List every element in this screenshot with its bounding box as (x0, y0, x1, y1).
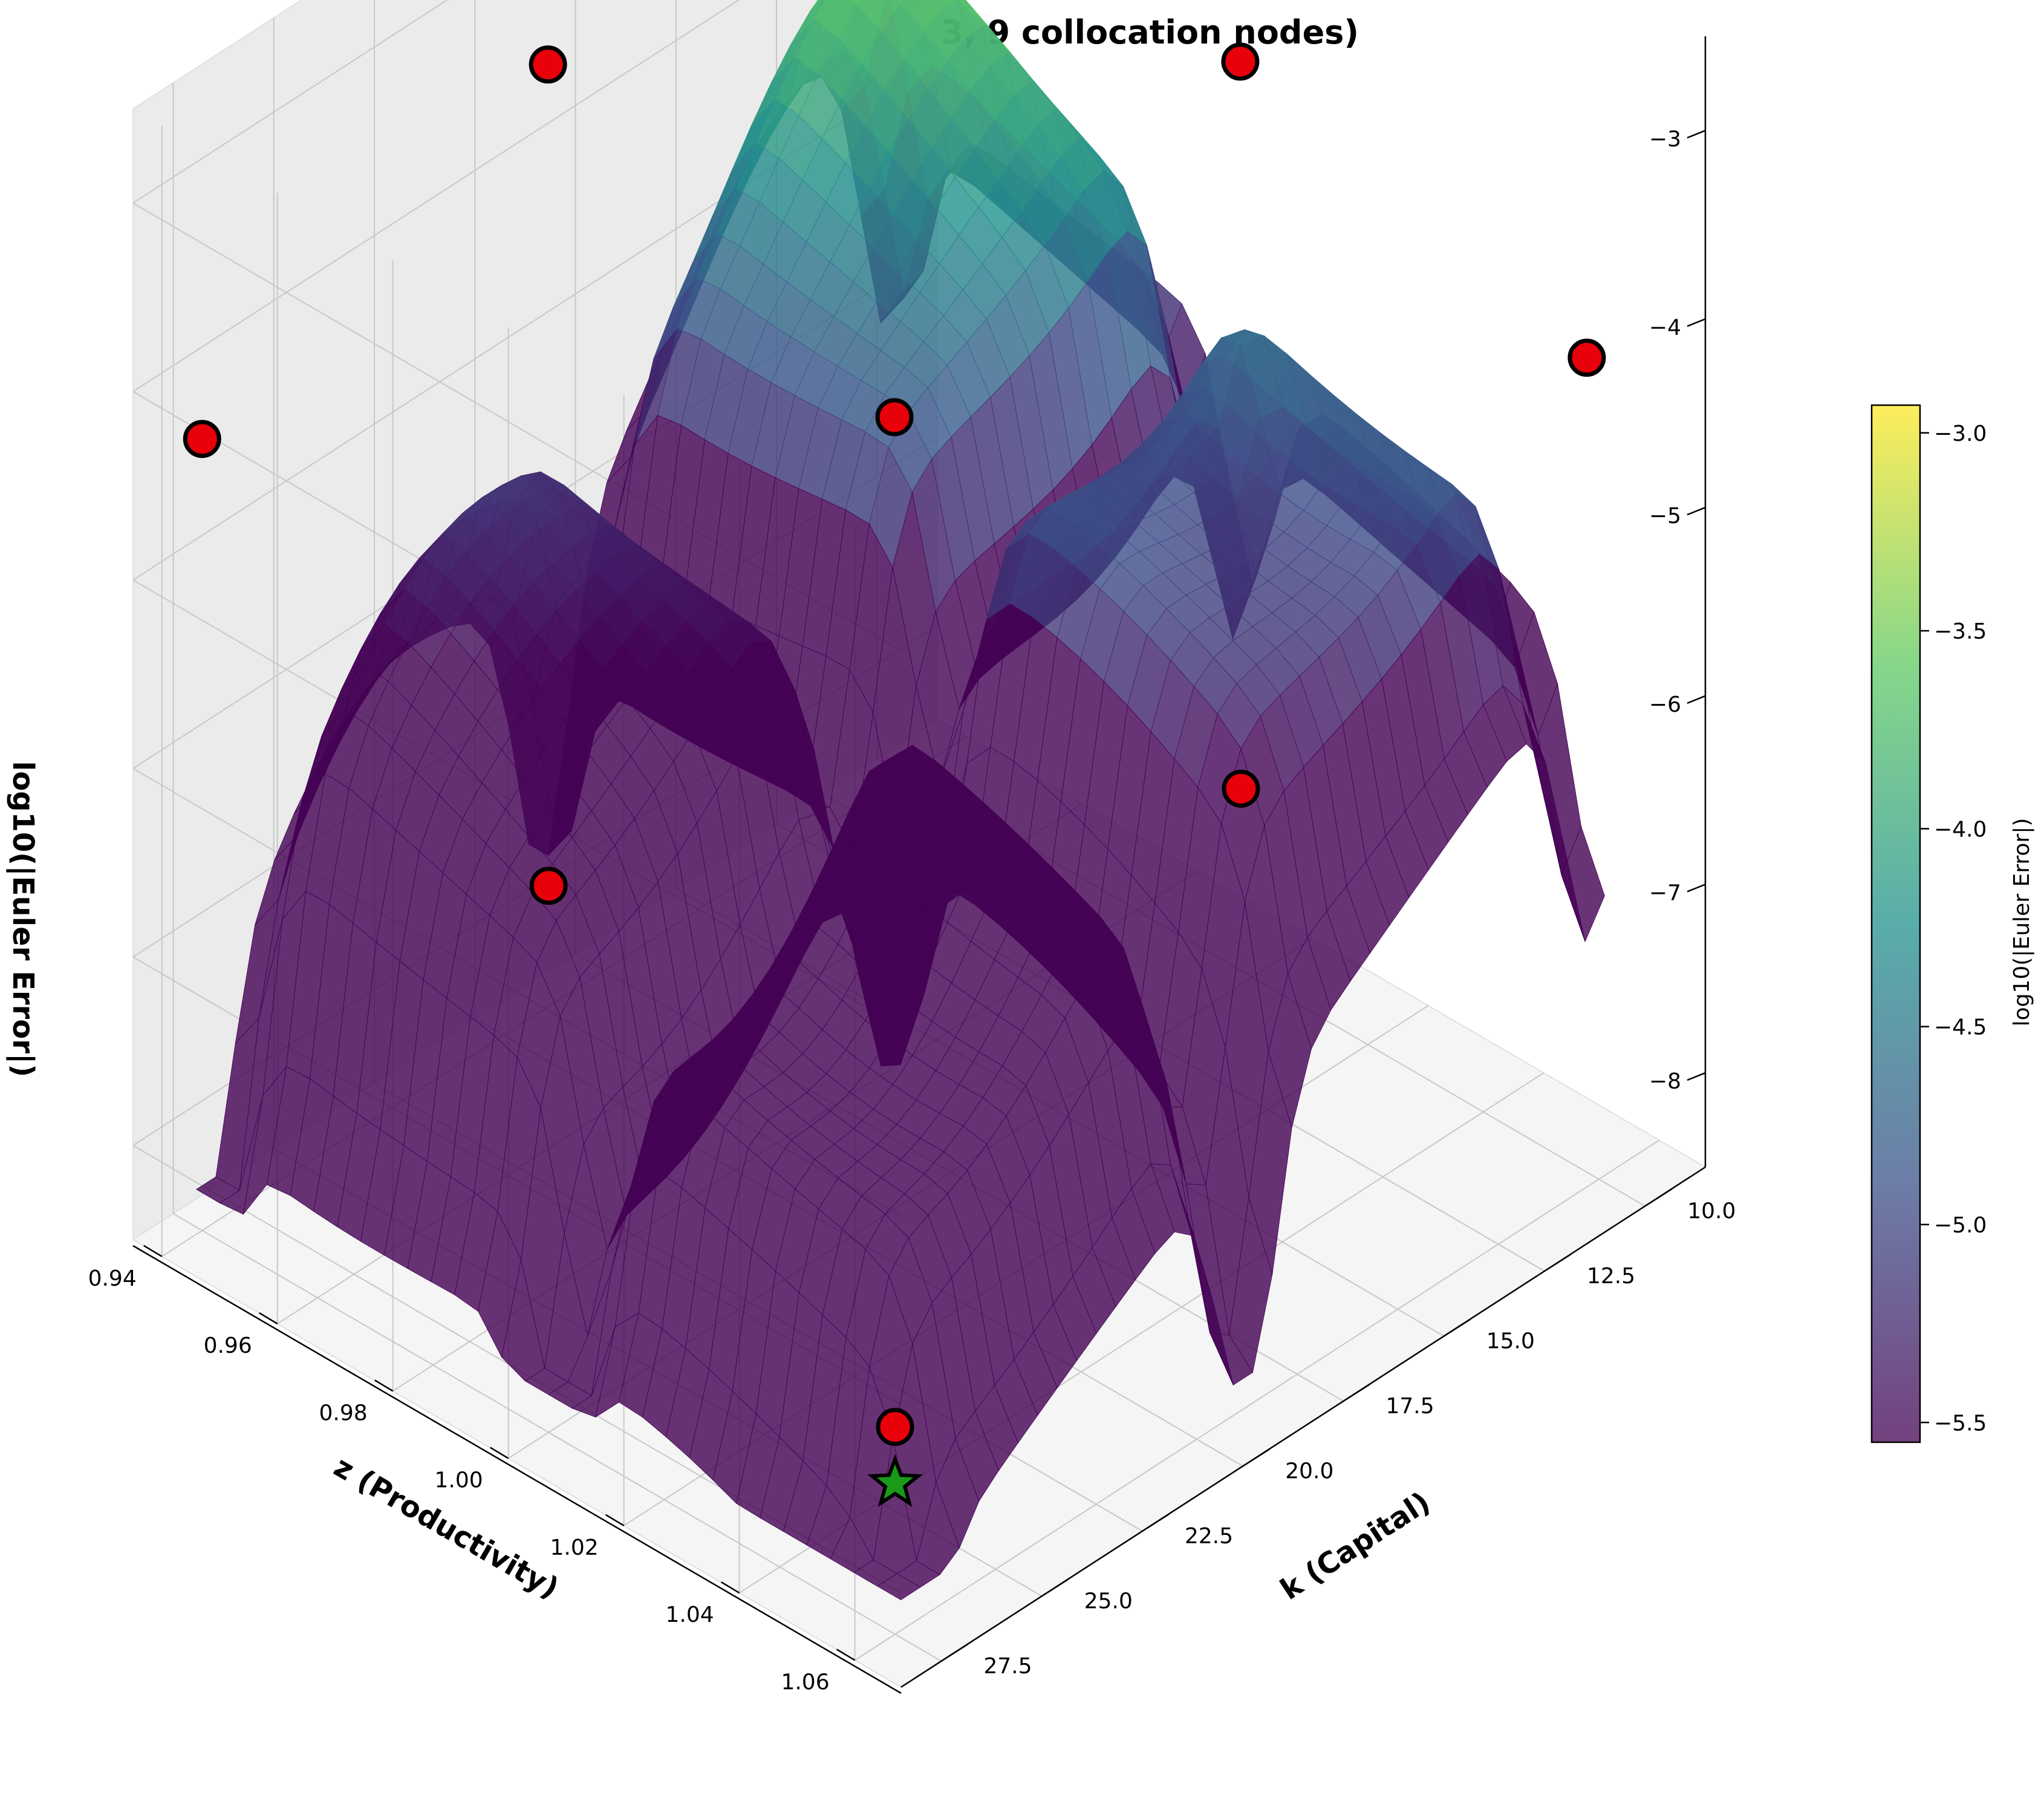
error-ticks: −3 −4 −5 −6 −7 −8 (1649, 127, 1706, 1094)
k-tick-label: 15.0 (1486, 1329, 1535, 1354)
k-axis-line (900, 1166, 1706, 1688)
error-tick-mark (1687, 318, 1706, 327)
z-tick-label: 1.00 (435, 1468, 483, 1493)
axes-lines (132, 36, 1707, 1694)
surface-patch (877, 1573, 921, 1601)
z-tick-label: 0.98 (319, 1401, 368, 1425)
error-tick-label: −3 (1649, 127, 1681, 152)
z-axis-line (132, 1245, 902, 1694)
k-tick-label: 20.0 (1285, 1459, 1333, 1484)
colorbar-tick-label: −5.0 (1934, 1213, 1987, 1238)
error-tick-label: −4 (1649, 316, 1681, 340)
k-tick-mark (940, 1643, 969, 1662)
z-tick-mark (259, 1312, 278, 1325)
z-ticks: 0.94 0.96 0.98 1.00 1.02 1.04 1.06 (88, 1245, 856, 1694)
k-tick-mark (1041, 1578, 1069, 1597)
z-tick-label: 1.06 (781, 1670, 829, 1694)
colorbar-tick-label: −3.5 (1934, 619, 1987, 644)
collocation-node-marker (529, 867, 568, 905)
error-tick-label: −7 (1649, 881, 1681, 906)
colorbar-label: log10(|Euler Error|) (2010, 818, 2034, 1027)
z-tick-mark (836, 1648, 856, 1661)
k-tick-label: 17.5 (1386, 1394, 1434, 1419)
z-tick-label: 0.94 (88, 1266, 137, 1291)
colorbar-tick-label: −5.5 (1934, 1411, 1987, 1436)
gridline (132, 0, 740, 392)
colorbar-ticks: −3.0 −3.5 −4.0 −4.5 −5.0 −5.5 (1920, 421, 1987, 1436)
z-tick-label: 1.02 (550, 1535, 598, 1560)
k-tick-mark (1644, 1188, 1672, 1207)
error-tick-mark (1687, 129, 1706, 138)
gridline (132, 0, 449, 204)
steady-state-star (867, 1454, 923, 1508)
error-tick-mark (1687, 1072, 1706, 1081)
collocation-node-marker (875, 398, 914, 437)
k-tick-label: 22.5 (1185, 1524, 1233, 1549)
surface (195, 0, 1605, 1601)
colorbar-tick-label: −4.5 (1934, 1015, 1987, 1040)
z-tick-mark (605, 1514, 625, 1527)
z-tick-label: 0.96 (204, 1333, 252, 1358)
error-tick-label: −5 (1649, 504, 1681, 529)
colorbar-gradient (1870, 404, 1921, 1443)
collocation-node-marker (1567, 339, 1606, 377)
z-tick-mark (490, 1446, 509, 1459)
z-tick-mark (374, 1379, 394, 1392)
k-tick-label: 10.0 (1687, 1199, 1736, 1224)
k-tick-label: 25.0 (1084, 1589, 1133, 1614)
markers (183, 42, 1606, 1508)
k-tick-mark (1142, 1513, 1170, 1532)
error-tick-mark (1687, 507, 1706, 516)
colorbar-tick-label: −4.0 (1934, 817, 1987, 842)
gridline (854, 1139, 1660, 1661)
z-tick-mark (143, 1245, 163, 1257)
collocation-node-marker (529, 45, 567, 84)
error-tick-label: −6 (1649, 692, 1681, 717)
error-axis-label: log10(|Euler Error|) (6, 761, 40, 1078)
colorbar-tick-label: −3.0 (1934, 421, 1987, 446)
collocation-node-marker (1221, 42, 1260, 81)
k-axis-label: k (Capital) (1274, 1485, 1436, 1607)
collocation-node-marker (1222, 769, 1260, 808)
k-ticks: 10.0 12.5 15.0 17.5 20.0 22.5 25.0 27.5 (940, 1188, 1736, 1679)
k-tick-label: 12.5 (1587, 1264, 1635, 1289)
gridline (172, 1213, 942, 1662)
k-tick-mark (1343, 1383, 1371, 1402)
collocation-node-marker (183, 420, 221, 458)
error-tick-label: −8 (1649, 1069, 1681, 1094)
z-tick-label: 1.04 (665, 1602, 714, 1627)
k-tick-mark (1242, 1448, 1270, 1467)
k-tick-mark (1544, 1253, 1572, 1272)
k-tick-label: 27.5 (984, 1654, 1032, 1679)
error-tick-mark (1687, 695, 1706, 704)
z-tick-mark (720, 1581, 740, 1594)
collocation-node-marker (876, 1408, 914, 1446)
colorbar: −3.0 −3.5 −4.0 −4.5 −5.0 −5.5 log10(|Eul… (1870, 404, 2034, 1443)
error-tick-mark (1687, 883, 1706, 893)
k-tick-mark (1443, 1318, 1471, 1337)
